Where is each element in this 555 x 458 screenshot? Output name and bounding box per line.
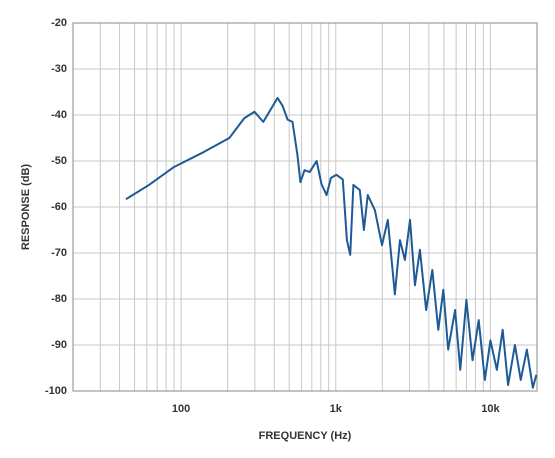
y-axis-label: RESPONSE (dB) — [20, 164, 32, 251]
y-tick-label: -100 — [45, 385, 67, 397]
x-tick-label: 1k — [330, 403, 343, 415]
data-line — [125, 96, 538, 389]
y-tick-label: -60 — [51, 201, 67, 213]
y-tick-label: -80 — [51, 293, 67, 305]
x-tick-label: 100 — [172, 403, 190, 415]
plot-frame — [72, 22, 538, 392]
y-tick-label: -40 — [51, 109, 67, 121]
y-tick-label: -20 — [51, 17, 67, 29]
x-tick-label: 10k — [481, 403, 500, 415]
y-tick-label: -30 — [51, 63, 67, 75]
y-tick-label: -50 — [51, 155, 67, 167]
y-tick-label: -90 — [51, 339, 67, 351]
y-tick-label: -70 — [51, 247, 67, 259]
x-axis-label: FREQUENCY (Hz) — [259, 430, 352, 442]
